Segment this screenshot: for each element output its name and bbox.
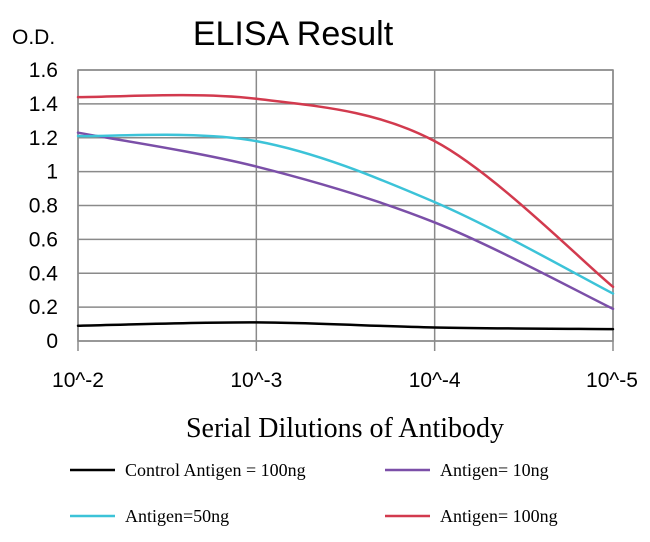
series-line-3 bbox=[76, 93, 615, 289]
x-tick-label: 10^-5 bbox=[586, 369, 638, 392]
y-tick-label: 0.2 bbox=[29, 296, 58, 319]
legend-label-0: Control Antigen = 100ng bbox=[125, 460, 306, 480]
y-tick-label: 1.4 bbox=[29, 93, 59, 116]
y-tick-label: 1.2 bbox=[29, 127, 58, 150]
x-tick-labels: 10^-2 10^-3 10^-4 10^-5 bbox=[52, 369, 638, 392]
series-line-1 bbox=[76, 131, 615, 311]
series-line-0 bbox=[76, 321, 615, 331]
y-tick-label: 0.4 bbox=[29, 262, 59, 285]
x-tick-label: 10^-3 bbox=[230, 369, 282, 392]
y-tick-label: 0.6 bbox=[29, 228, 58, 251]
series-line-2 bbox=[76, 133, 615, 295]
legend-label-1: Antigen= 10ng bbox=[440, 460, 549, 480]
chart-title: ELISA Result bbox=[193, 15, 394, 53]
y-tick-labels: 0 0.2 0.4 0.6 0.8 1 1.2 1.4 1.6 bbox=[29, 59, 59, 353]
grid-lines bbox=[77, 69, 614, 351]
x-tick-label: 10^-4 bbox=[409, 369, 461, 392]
series-lines bbox=[76, 93, 615, 331]
y-tick-label: 0 bbox=[46, 330, 58, 353]
y-tick-label: 0.8 bbox=[29, 195, 58, 218]
y-axis-label: O.D. bbox=[12, 26, 55, 49]
y-tick-label: 1 bbox=[46, 161, 58, 184]
x-axis-label: Serial Dilutions of Antibody bbox=[186, 413, 504, 444]
x-tick-label: 10^-2 bbox=[52, 369, 104, 392]
y-tick-label: 1.6 bbox=[29, 59, 58, 82]
legend-label-3: Antigen= 100ng bbox=[440, 506, 558, 526]
legend-label-2: Antigen=50ng bbox=[125, 506, 229, 526]
legend: Control Antigen = 100ng Antigen= 10ng Anti… bbox=[70, 460, 558, 526]
